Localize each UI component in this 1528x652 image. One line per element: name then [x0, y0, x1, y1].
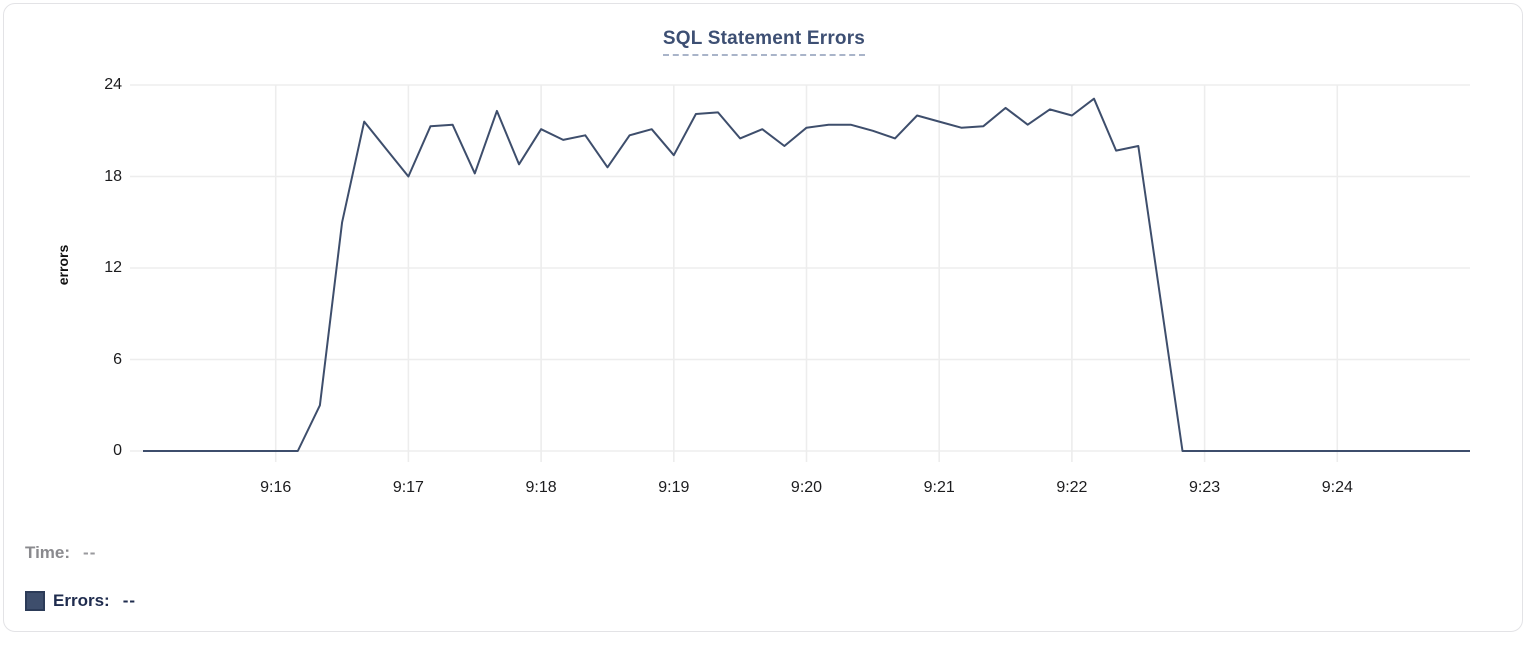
y-tick-label: 24 [104, 76, 122, 93]
legend-time-value: -- [83, 543, 97, 562]
chart-card [3, 3, 1523, 632]
legend-errors-label: Errors: [53, 591, 110, 610]
y-axis-title: errors [55, 244, 71, 286]
y-tick-label: 18 [104, 167, 122, 185]
x-tick-label: 9:23 [1189, 479, 1221, 496]
legend-row-time: Time: -- [25, 543, 96, 563]
chart-title[interactable]: SQL Statement Errors [662, 28, 866, 56]
x-tick-label: 9:24 [1321, 479, 1353, 496]
x-tick-label: 9:19 [658, 479, 690, 496]
y-tick-label: 6 [113, 350, 122, 368]
y-tick-label: 0 [113, 442, 122, 459]
errors-series-line[interactable] [143, 97, 1470, 452]
x-tick-label: 9:21 [923, 479, 955, 496]
legend-errors-value: -- [122, 591, 137, 610]
x-tick-label: 9:20 [790, 479, 823, 496]
y-tick-label: 12 [104, 259, 122, 276]
chart-header: SQL Statement Errors [0, 28, 1528, 56]
legend-row-errors: Errors: -- [25, 591, 136, 611]
x-tick-label: 9:22 [1056, 479, 1088, 496]
x-tick-label: 9:18 [525, 479, 557, 496]
errors-series-swatch-icon [25, 591, 45, 611]
x-tick-label: 9:16 [260, 479, 292, 496]
legend-time-label: Time: [25, 543, 71, 562]
x-tick-label: 9:17 [392, 479, 424, 496]
